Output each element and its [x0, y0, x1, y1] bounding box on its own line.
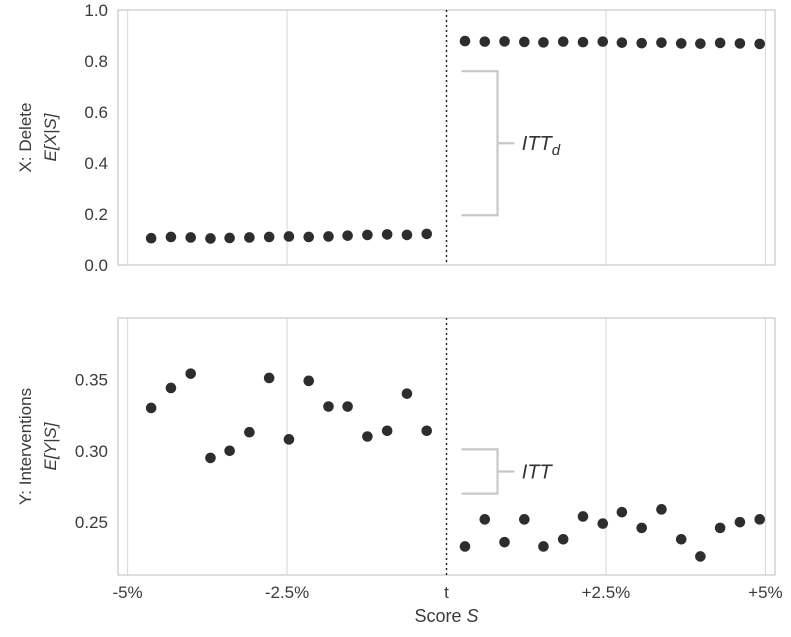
annotation-brace [461, 70, 515, 217]
data-point [656, 504, 667, 515]
data-point [263, 372, 275, 384]
data-point [754, 514, 765, 525]
data-point [205, 452, 216, 464]
data-point [303, 231, 315, 243]
data-point [636, 37, 647, 49]
data-point [145, 232, 157, 244]
panel-bottom: ITT 0.25 0.30 0.35 Y: Interventions E[Y|S] [16, 317, 776, 576]
y-tick-label: 0.6 [84, 103, 108, 122]
x-tick-label: +2.5% [582, 583, 631, 602]
y-tick-label: 0.4 [84, 154, 108, 173]
y-tick-label: 0.0 [84, 256, 108, 275]
data-point [263, 231, 275, 243]
data-point [714, 522, 726, 534]
data-point [224, 232, 235, 244]
data-point [459, 541, 471, 552]
data-point [695, 551, 706, 562]
y-tick-label: 0.8 [84, 52, 108, 71]
data-point [519, 514, 530, 525]
panel-border [117, 317, 776, 576]
y-axis-label: X: Delete [16, 103, 35, 173]
data-point [734, 516, 746, 528]
data-point [597, 36, 609, 47]
x-axis-label-var: S [467, 606, 479, 626]
y-tick-label: 0.2 [84, 205, 108, 224]
data-point [224, 445, 235, 457]
data-point [675, 534, 687, 545]
y-axis-math-label: E[Y|S] [41, 421, 60, 470]
data-point [244, 426, 255, 438]
data-point [401, 388, 413, 399]
data-point [538, 541, 549, 552]
data-point [656, 37, 667, 48]
data-point [734, 38, 746, 49]
data-point [185, 368, 197, 379]
data-point [165, 231, 177, 243]
data-point [577, 36, 589, 48]
annotation-label: ITTd [522, 133, 561, 159]
data-point [499, 536, 510, 548]
data-point [381, 425, 393, 437]
data-point [577, 511, 589, 522]
data-point [165, 382, 177, 394]
data-point [323, 401, 334, 412]
data-point [185, 232, 197, 243]
y-tick-label: 0.35 [75, 370, 108, 389]
data-point [323, 231, 334, 242]
data-point [459, 35, 471, 47]
panel-top: ITTd 0.0 0.2 0.4 0.6 0.8 1.0 X: Delete E[X|S] [16, 1, 776, 275]
data-point [145, 402, 157, 414]
x-tick-label: -2.5% [265, 583, 309, 602]
data-point [636, 522, 647, 534]
data-point [557, 36, 569, 47]
data-point [342, 401, 353, 412]
data-point [362, 431, 373, 442]
data-point [283, 434, 295, 445]
data-point [714, 37, 726, 49]
data-point [479, 36, 491, 47]
data-point [342, 230, 353, 241]
data-point [519, 36, 530, 48]
y-axis-label: Y: Interventions [16, 388, 35, 505]
data-point [401, 229, 413, 241]
data-point [421, 228, 433, 240]
data-point [616, 37, 628, 48]
y-tick-label: 1.0 [84, 1, 108, 20]
data-point [675, 38, 687, 49]
data-point [421, 425, 433, 437]
data-point [205, 233, 216, 244]
data-point [538, 37, 549, 48]
x-axis-label: Score S [414, 606, 478, 626]
annotation-subscript: d [552, 142, 561, 159]
data-point [754, 38, 765, 50]
y-tick-label: 0.30 [75, 442, 108, 461]
y-axis-math-label: E[X|S] [41, 112, 60, 161]
data-point [283, 231, 295, 242]
data-point [362, 229, 373, 241]
x-tick-label: +5% [748, 583, 783, 602]
data-point [557, 534, 569, 545]
x-tick-label: t [444, 583, 449, 602]
data-point [597, 518, 609, 529]
data-point [479, 514, 491, 525]
annotation-label: ITT [522, 461, 554, 483]
data-point [244, 232, 255, 243]
annotation-brace [461, 448, 515, 495]
data-point [499, 36, 510, 47]
x-tick-label: -5% [112, 583, 142, 602]
data-point [303, 375, 315, 387]
data-point [381, 229, 393, 240]
data-point [616, 506, 628, 518]
data-point [695, 38, 706, 49]
y-tick-label: 0.25 [75, 513, 108, 532]
